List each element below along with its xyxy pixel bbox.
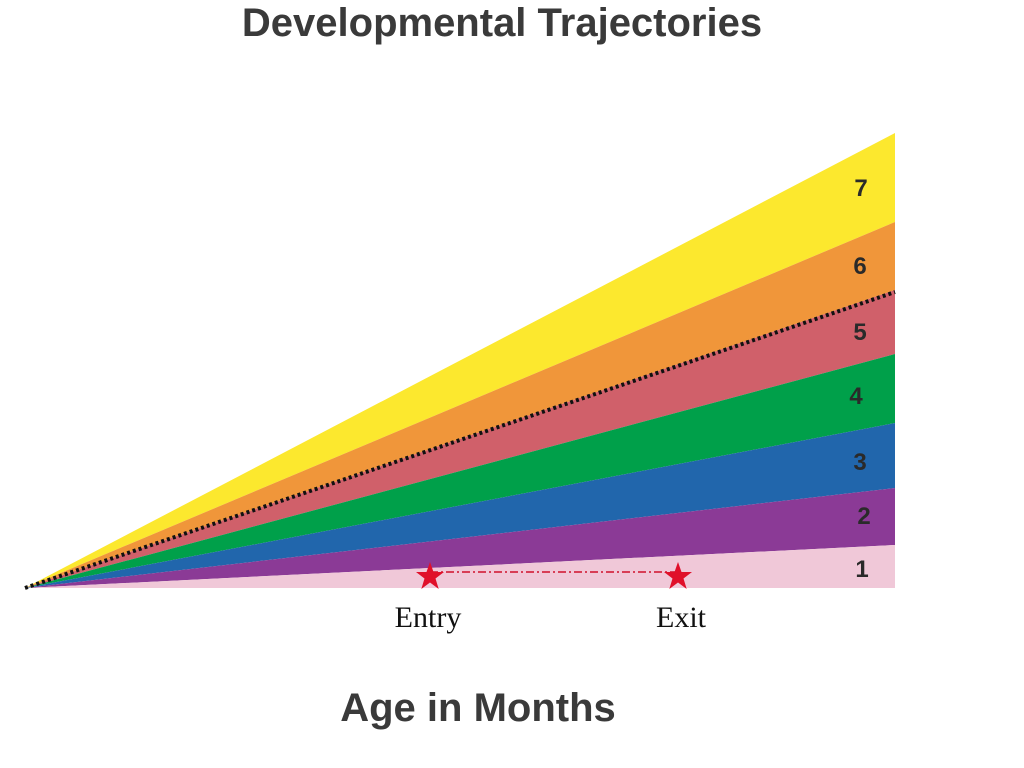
band-label: 7 bbox=[854, 175, 867, 202]
band-label: 2 bbox=[857, 503, 870, 530]
entry-star bbox=[416, 562, 444, 589]
x-axis-label: Age in Months bbox=[340, 686, 616, 730]
marker-label: Exit bbox=[656, 601, 707, 634]
band-7 bbox=[25, 133, 895, 588]
exit-star bbox=[664, 562, 692, 589]
band-label: 5 bbox=[853, 319, 866, 346]
band-3 bbox=[25, 423, 895, 588]
band-4 bbox=[25, 354, 895, 588]
title: Developmental Trajectories bbox=[242, 1, 762, 45]
band-label: 3 bbox=[853, 449, 866, 476]
band-6 bbox=[25, 222, 895, 588]
bands bbox=[25, 133, 895, 588]
band-label: 6 bbox=[853, 253, 866, 280]
band-label: 1 bbox=[855, 556, 868, 583]
band-2 bbox=[25, 488, 895, 588]
band-label: 4 bbox=[849, 383, 863, 410]
marker-label: Entry bbox=[395, 601, 462, 634]
